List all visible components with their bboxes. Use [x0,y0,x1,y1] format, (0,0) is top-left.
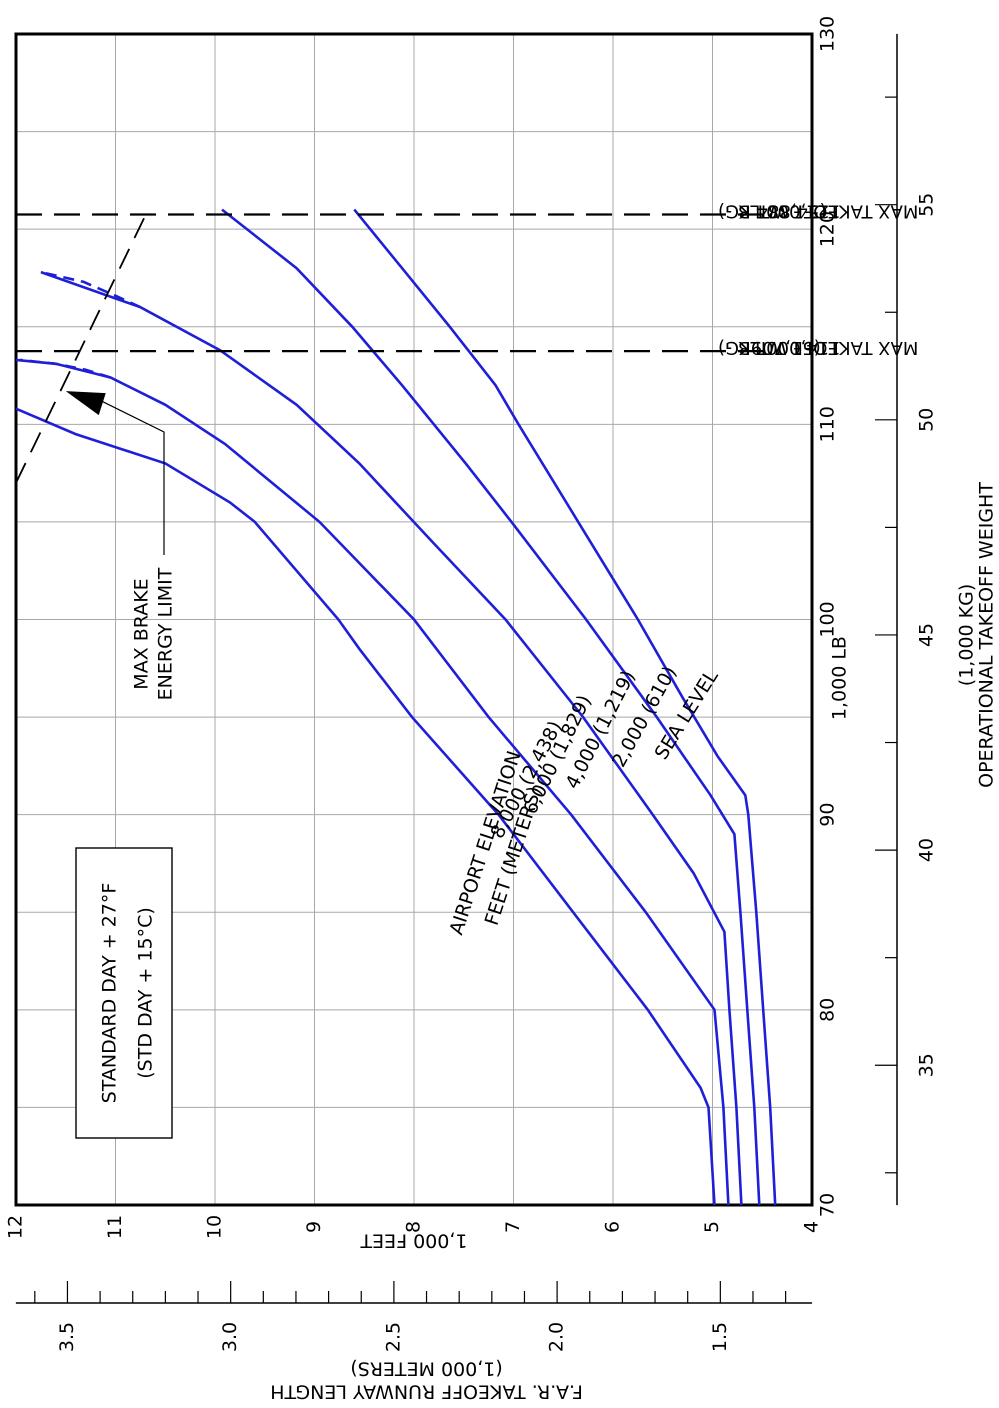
x-axis-title-lb: 1,000 LB [829,636,851,720]
curve-series-1 [221,208,761,1206]
kg-tick-label: 55 [916,193,938,217]
kg-tick-label: 50 [916,408,938,432]
limits [15,213,775,555]
max-takeoff-weight-label: (51,709KG) [718,337,821,358]
brake-label-line2: ENERGY LIMIT [155,567,177,700]
y-axis-title-runway: F.A.R. TAKEOFF RUNWAY LENGTH [270,1381,583,1403]
x-tick-label: 120 [817,211,839,247]
kg-tick-label: 40 [916,838,938,862]
curve-series-0 [353,208,777,1206]
x-tick-label: 130 [817,16,839,52]
y-tick-label: 12 [5,1215,27,1239]
max-takeoff-weight-label: (54,884 KG) [718,201,827,222]
kg-tick-label: 35 [916,1053,938,1077]
y-tick-label: 11 [104,1215,126,1239]
y-tick-label: 10 [204,1215,226,1239]
y-tick-label: 6 [602,1221,624,1233]
y-tick-label: 7 [502,1221,524,1233]
y-tick-label: 5 [701,1221,723,1233]
grid [14,32,814,1207]
y-tick-label: 8 [403,1221,425,1233]
y-tick-label: 9 [303,1221,325,1233]
meter-tick-label: 1.5 [709,1322,731,1352]
brake-label-line1: MAX BRAKE [131,578,153,689]
max-takeoff-weight-label: MAX TAKEOFF WT [757,201,918,222]
labels: 7080901001101201304567891011123540455055… [5,16,998,1403]
y-axis-title-m: (1,000 METERS) [350,1358,503,1380]
max-takeoff-weight-label: 114,000 LB [738,337,841,358]
kg-tick-label: 45 [916,623,938,647]
curve-extension-0 [40,270,141,309]
plot-frame [14,32,814,1207]
meter-tick-label: 2.5 [382,1322,404,1352]
curve-extension-1 [19,358,111,379]
max-brake-energy-line [15,215,147,484]
x-axis-title-kg: (1,000 KG) [956,584,978,686]
curves [15,208,777,1206]
meter-tick-label: 3.5 [56,1322,78,1352]
x-tick-label: 90 [817,803,839,827]
x-tick-label: 110 [817,406,839,442]
y-axis-title-ft: 1,000 FEET [360,1230,467,1252]
curve-series-2 [40,270,743,1206]
max-takeoff-weight-label: 121,000 LB [738,201,841,222]
x-axis-title-weight: OPERATIONAL TAKEOFF WEIGHT [976,482,998,788]
x-tick-label: 70 [817,1193,839,1217]
curve-series-4 [15,407,716,1206]
y-tick-label: 4 [801,1221,823,1233]
brake-leader-line [101,400,165,555]
axes [15,33,898,1304]
meter-tick-label: 2.0 [546,1322,568,1352]
note-box [75,847,173,1139]
meter-tick-label: 3.0 [219,1322,241,1352]
note-line1: STANDARD DAY + 27°F [99,883,121,1104]
x-tick-label: 100 [817,601,839,637]
x-tick-label: 80 [817,998,839,1022]
note-line2: (STD DAY + 15°C) [135,907,157,1079]
max-takeoff-weight-label: MAX TAKEOFF WT [757,337,918,358]
brake-arrowhead [65,391,106,416]
